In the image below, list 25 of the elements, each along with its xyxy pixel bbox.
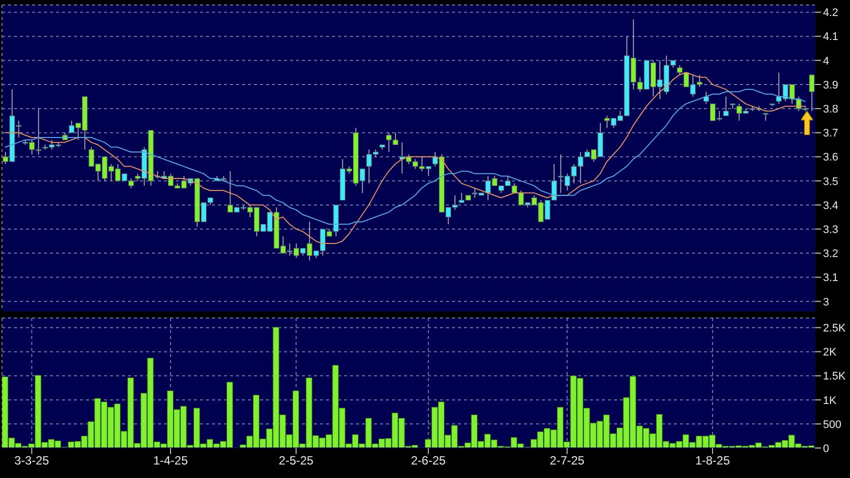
y-tick-label: 4.1 [823,31,838,44]
y-tick-label: 3.4 [823,200,838,212]
x-tick-label: 2-5-25 [278,454,314,468]
y-tick-label: 3.9 [823,79,838,92]
x-tick-label: 2-7-25 [550,454,585,468]
y-tick-label: 4.2 [823,7,838,20]
y-tick-label: 1.5K [823,370,846,383]
y-tick-label: 3.3 [823,224,838,236]
x-tick-label: 1-8-25 [695,454,730,468]
y-tick-label: 0 [823,442,830,455]
x-tick-label: 1-4-25 [153,454,188,468]
y-tick-label: 3.1 [823,272,838,284]
y-tick-label: 1K [823,394,838,407]
x-tick-label: 3-3-25 [14,454,50,468]
y-tick-label: 2.5K [823,322,846,335]
y-tick-label: 3.6 [823,152,838,164]
y-tick-label: 3.7 [823,128,838,140]
y-tick-label: 4 [823,55,830,68]
y-tick-label: 3 [823,296,830,308]
y-tick-label: 2K [823,346,838,359]
y-tick-label: 500 [823,418,842,431]
y-tick-label: 3.2 [823,248,838,260]
y-tick-label: 3.5 [823,176,838,188]
x-tick-label: 2-6-25 [410,454,446,468]
y-tick-label: 3.8 [823,104,838,116]
